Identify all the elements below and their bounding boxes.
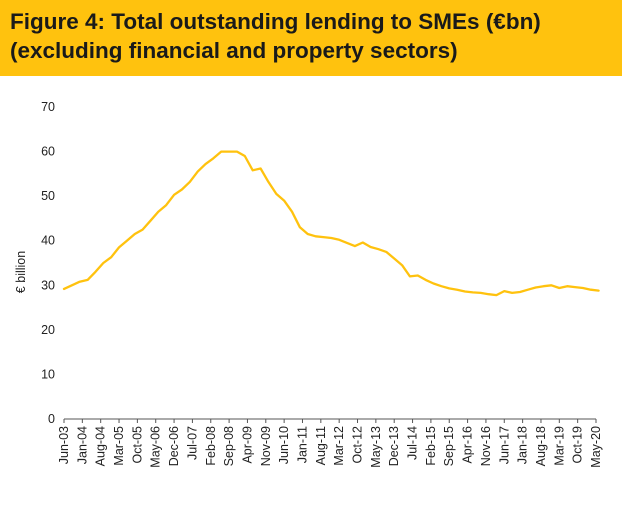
x-tick-label: May-20 bbox=[589, 426, 603, 468]
x-tick-label: Jul-07 bbox=[185, 426, 199, 460]
x-tick-label: Mar-12 bbox=[332, 426, 346, 466]
x-tick-label: Nov-16 bbox=[479, 426, 493, 466]
chart-title-line-1: Figure 4: Total outstanding lending to S… bbox=[10, 9, 541, 34]
x-tick-label: Jan-11 bbox=[295, 426, 309, 463]
x-tick-label: Jan-18 bbox=[516, 426, 530, 464]
chart-title-line-2: (excluding financial and property sector… bbox=[10, 38, 458, 63]
x-tick-label: Apr-09 bbox=[240, 426, 254, 464]
series-layer bbox=[62, 150, 600, 297]
x-tick-label: Jul-14 bbox=[406, 426, 420, 460]
x-tick-label: Jun-17 bbox=[497, 426, 511, 464]
x-axis: Jun-03 Jan-04 Aug-04 Mar-05 Oct-05 May-06 Dec-… bbox=[57, 418, 603, 468]
y-axis-label: € billion bbox=[14, 251, 28, 293]
x-tick-label: Aug-11 bbox=[314, 426, 328, 465]
x-tick-label: Mar-05 bbox=[112, 426, 126, 466]
x-tick-label: Feb-15 bbox=[424, 426, 438, 466]
title-banner: Figure 4: Total outstanding lending to S… bbox=[0, 0, 622, 76]
x-tick-label: Apr-16 bbox=[461, 426, 475, 464]
x-tick-label: Oct-12 bbox=[351, 426, 365, 464]
y-tick-label: 50 bbox=[41, 189, 55, 203]
x-tick-label: Aug-04 bbox=[94, 426, 108, 466]
x-tick-label: May-13 bbox=[369, 426, 383, 468]
x-tick-label: Nov-09 bbox=[259, 426, 273, 466]
x-tick-label: Dec-06 bbox=[167, 426, 181, 466]
x-tick-label: Jan-04 bbox=[75, 426, 89, 464]
x-tick-label: Jun-10 bbox=[277, 426, 291, 464]
x-tick-label: Feb-08 bbox=[204, 426, 218, 466]
x-tick-label: Dec-13 bbox=[387, 426, 401, 466]
y-tick-label: 60 bbox=[41, 145, 55, 159]
x-tick-label: May-06 bbox=[149, 426, 163, 468]
x-tick-label: Oct-05 bbox=[130, 426, 144, 464]
y-tick-label: 30 bbox=[41, 278, 55, 292]
y-axis: 0 10 20 30 40 50 60 70 bbox=[41, 100, 55, 426]
y-tick-label: 20 bbox=[41, 323, 55, 337]
y-tick-label: 0 bbox=[48, 412, 55, 426]
y-tick-label: 70 bbox=[41, 100, 55, 114]
series-line bbox=[62, 150, 600, 297]
y-tick-label: 10 bbox=[41, 367, 55, 381]
y-tick-label: 40 bbox=[41, 234, 55, 248]
x-tick-label: Jun-03 bbox=[57, 426, 71, 464]
x-tick-label: Sep-08 bbox=[222, 426, 236, 466]
x-tick-label: Aug-18 bbox=[534, 426, 548, 466]
x-tick-label: Oct-19 bbox=[571, 426, 585, 464]
x-tick-label: Sep-15 bbox=[442, 426, 456, 466]
x-tick-label: Mar-19 bbox=[552, 426, 566, 466]
